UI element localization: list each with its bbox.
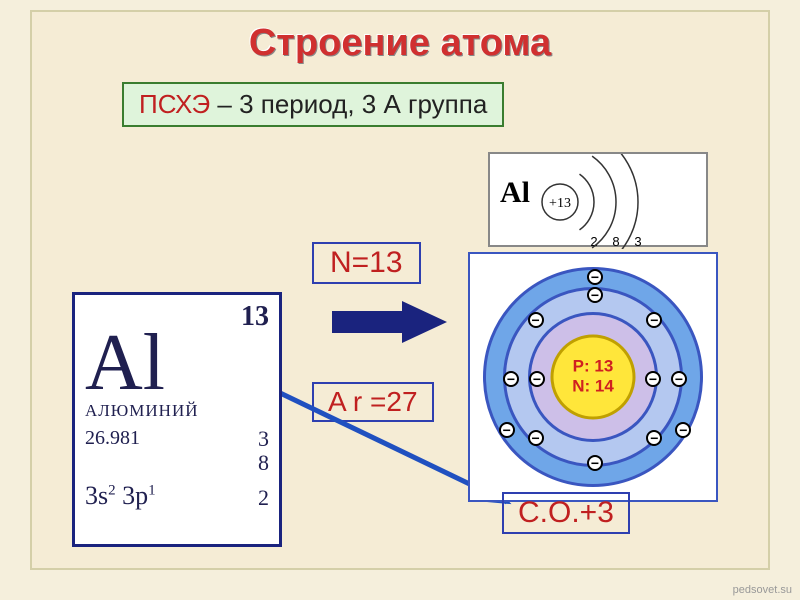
bohr-mini-label: Al xyxy=(500,176,530,210)
element-card: 13 Al АЛЮМИНИЙ 26.981 3 8 3s2 3p1 2 xyxy=(72,292,282,547)
electron: − xyxy=(503,371,519,387)
pshe-highlight: ПСХЭ xyxy=(139,89,210,119)
electron: − xyxy=(529,371,545,387)
col-right: 3 8 xyxy=(258,427,269,475)
co-box: С.О.+3 xyxy=(502,492,630,534)
element-name: АЛЮМИНИЙ xyxy=(85,401,269,421)
slide: Строение атома ПСХЭ – 3 период, 3 А груп… xyxy=(30,10,770,570)
config-row: 3s2 3p1 2 xyxy=(85,481,269,511)
electron: − xyxy=(675,422,691,438)
atomic-mass: 26.981 xyxy=(85,427,140,475)
pshe-rest: – 3 период, 3 А группа xyxy=(210,89,487,119)
electron: − xyxy=(645,371,661,387)
electron: − xyxy=(646,312,662,328)
pshe-box: ПСХЭ – 3 период, 3 А группа xyxy=(122,82,504,127)
electron: − xyxy=(587,455,603,471)
element-symbol: Al xyxy=(85,329,269,397)
watermark: pedsovet.su xyxy=(733,584,792,596)
col-right-last: 2 xyxy=(258,485,269,511)
svg-text:8: 8 xyxy=(612,234,619,249)
n-box: N=13 xyxy=(312,242,421,284)
electron: − xyxy=(528,430,544,446)
slide-title: Строение атома xyxy=(32,22,768,65)
nucleus-text: P: 13 N: 14 xyxy=(572,357,614,398)
atom-diagram: P: 13 N: 14 −−−−−−−−−−−−− xyxy=(468,252,718,502)
electron: − xyxy=(499,422,515,438)
bohr-mini-diagram: Al +13283 xyxy=(488,152,708,247)
mass-row: 26.981 3 8 xyxy=(85,427,269,475)
svg-text:+13: +13 xyxy=(549,196,571,211)
electron: − xyxy=(587,269,603,285)
electron-config: 3s2 3p1 xyxy=(85,481,156,511)
electron: − xyxy=(587,287,603,303)
electron: − xyxy=(528,312,544,328)
svg-text:3: 3 xyxy=(634,234,641,249)
electron: − xyxy=(671,371,687,387)
